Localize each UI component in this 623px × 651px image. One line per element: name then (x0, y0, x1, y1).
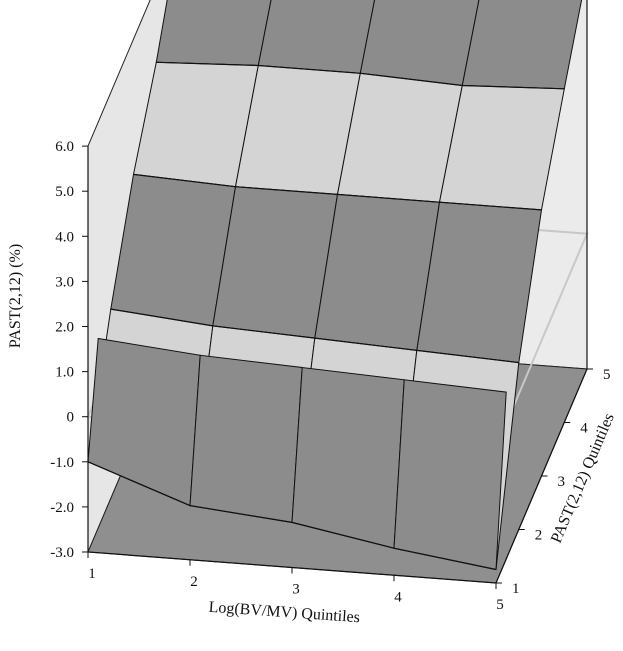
y-tick-label: 4 (580, 421, 588, 437)
z-tick-label: 3.0 (55, 274, 74, 290)
z-tick-label: 4.0 (55, 229, 74, 245)
surface-row-line (110, 308, 519, 364)
x-tick-label: 3 (292, 582, 300, 598)
surface-row-line (156, 61, 565, 90)
surface-patch (291, 366, 405, 549)
z-tick-label: -2.0 (50, 500, 74, 516)
z-tick-label: -1.0 (50, 455, 74, 471)
y-tick-label: 5 (603, 367, 611, 383)
z-tick-label: 5.0 (55, 184, 74, 200)
z-tick-label: 0 (67, 410, 75, 426)
z-tick-label: 6.0 (55, 139, 74, 155)
y-tick-label: 3 (558, 474, 566, 490)
surface-row-line (87, 461, 497, 571)
y-tick-label: 2 (535, 528, 543, 544)
y-tick-label: 1 (512, 581, 520, 597)
z-axis-title: PAST(2,12) (%) (7, 244, 24, 348)
z-tick-label: -3.0 (50, 545, 74, 561)
surface-patch (189, 354, 303, 523)
x-tick-label: 5 (496, 597, 504, 613)
x-tick-label: 1 (88, 566, 96, 582)
surface-patch (393, 379, 507, 571)
tick-labels: -3.0-2.0-1.001.02.03.04.05.06.01 2 3 4 51234… (50, 139, 610, 613)
z-tick-label: 1.0 (55, 365, 74, 381)
surface-patch (416, 201, 543, 364)
x-tick-label: 2 (190, 574, 198, 590)
surface (87, 0, 583, 571)
x-tick-label: 4 (394, 589, 402, 605)
surface-row-line (133, 173, 542, 211)
z-tick-label: 2.0 (55, 320, 74, 336)
x-axis-title: Log(BV/MV) Quintiles (208, 599, 360, 627)
